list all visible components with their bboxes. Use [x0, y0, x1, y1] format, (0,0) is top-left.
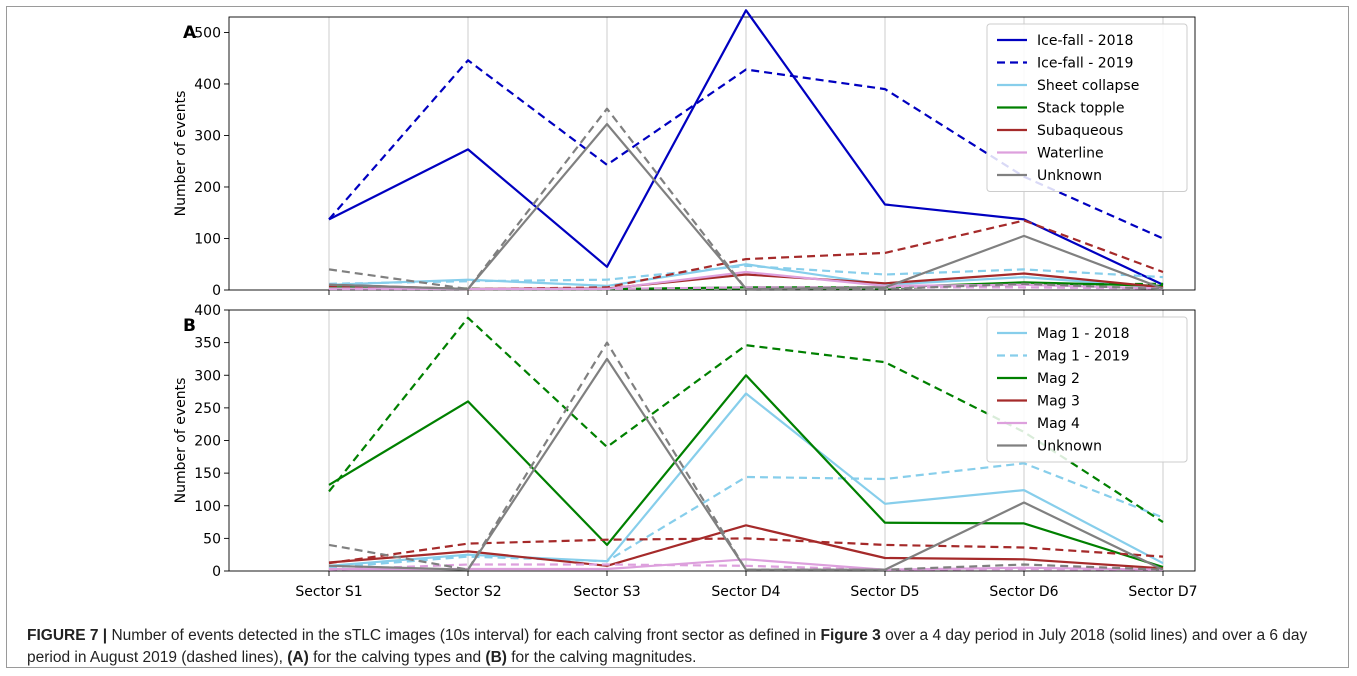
x-tick-label: Sector D4: [711, 584, 780, 600]
y-axis-label: Number of events: [173, 91, 189, 217]
legend-label: Mag 1 - 2019: [1037, 349, 1129, 365]
x-tick-label: Sector S3: [573, 584, 640, 600]
caption-text-4: for the calving magnitudes.: [506, 649, 697, 666]
y-tick-label: 0: [212, 564, 221, 580]
chart-panel-b: 0 50 100 150 200 250 300 350 400 Number of events…: [173, 303, 1198, 600]
legend-label: Mag 4: [1037, 416, 1080, 432]
x-tick-label: Sector D6: [989, 584, 1058, 600]
y-tick-label: 300: [194, 368, 221, 384]
series-line: [328, 219, 1164, 291]
series-line: [328, 107, 1164, 291]
caption-text-2: over a 4 day period in July 2018 (solid …: [27, 627, 1308, 666]
y-tick-label: 400: [194, 303, 221, 319]
panel-label: B: [183, 316, 196, 336]
y-tick-label: 100: [194, 499, 221, 515]
series-line: [328, 537, 1164, 565]
legend: Ice-fall - 2018 Ice-fall - 2019 Sheet coll…: [986, 23, 1188, 192]
legend-box: [986, 23, 1188, 192]
y-axis-label: Number of events: [173, 378, 189, 504]
legend-label: Waterline: [1037, 146, 1104, 162]
legend-label: Unknown: [1037, 439, 1102, 455]
x-tick-label: Sector S1: [295, 584, 362, 600]
legend-label: Ice-fall - 2018: [1037, 33, 1133, 49]
legend-label: Mag 3: [1037, 394, 1080, 410]
series-line: [328, 563, 1164, 571]
series-line: [328, 462, 1164, 569]
legend-label: Unknown: [1037, 168, 1102, 184]
y-tick-label: 200: [194, 180, 221, 196]
caption-label: FIGURE 7 |: [27, 627, 108, 644]
y-tick-label: 350: [194, 336, 221, 352]
y-tick-label: 300: [194, 128, 221, 144]
series-line: [328, 263, 1164, 289]
x-tick-label: Sector D5: [850, 584, 919, 600]
y-tick-label: 100: [194, 231, 221, 247]
series-line: [328, 524, 1164, 570]
legend-box: [986, 316, 1188, 463]
series-line: [328, 392, 1164, 567]
x-tick-label: Sector D7: [1128, 584, 1197, 600]
y-tick-label: 150: [194, 466, 221, 482]
series-line: [328, 341, 1164, 571]
panel-label: A: [183, 23, 197, 43]
series-line: [328, 122, 1164, 291]
legend-label: Stack topple: [1037, 101, 1125, 117]
legend-label: Sheet collapse: [1037, 78, 1139, 94]
legend: Mag 1 - 2018 Mag 1 - 2019 Mag 2 Mag 3 Mag 4 U…: [986, 316, 1188, 463]
y-tick-label: 400: [194, 77, 221, 93]
y-tick-label: 0: [212, 283, 221, 299]
plot-area-border: [228, 16, 1196, 291]
series-line: [328, 316, 1164, 524]
y-tick-label: 250: [194, 401, 221, 417]
series-line: [328, 357, 1164, 571]
legend-label: Ice-fall - 2019: [1037, 56, 1133, 72]
y-tick-label: 500: [194, 25, 221, 41]
caption-text-3: for the calving types and: [308, 649, 486, 666]
caption-figure-ref: Figure 3: [820, 627, 881, 644]
caption-panel-b: (B): [485, 649, 507, 666]
legend-label: Subaqueous: [1037, 123, 1123, 139]
y-tick-label: 200: [194, 434, 221, 450]
legend-label: Mag 2: [1037, 371, 1080, 387]
figure-frame: 0 100 200 300 400 500 Number of events A Ice-fal…: [6, 6, 1349, 668]
series-line: [328, 9, 1164, 286]
chart-panel-a: 0 100 200 300 400 500 Number of events A Ice-fal…: [173, 9, 1196, 299]
figure-caption: FIGURE 7 | Number of events detected in …: [27, 625, 1347, 669]
series-line: [328, 374, 1164, 569]
y-tick-label: 50: [203, 531, 221, 547]
x-tick-label: Sector S2: [434, 584, 501, 600]
legend-label: Mag 1 - 2018: [1037, 326, 1129, 342]
caption-panel-a: (A): [287, 649, 309, 666]
series-line: [328, 264, 1164, 285]
caption-text-1: Number of events detected in the sTLC im…: [107, 627, 821, 644]
